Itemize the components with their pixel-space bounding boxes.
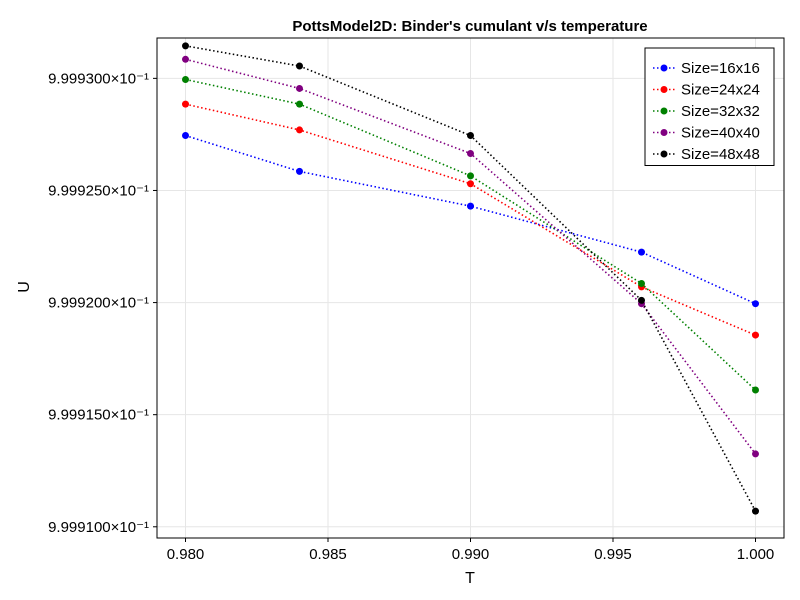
data-point — [182, 132, 189, 140]
data-point — [467, 202, 474, 210]
legend-swatch-marker — [660, 107, 668, 115]
x-tick-label: 0.980 — [167, 546, 205, 563]
legend-item: Size=16x16 — [653, 60, 760, 77]
y-tick-label: 9.999300×10⁻¹ — [48, 70, 149, 87]
series-size-24x24 — [182, 100, 759, 339]
data-point — [467, 180, 474, 188]
x-ticks: 0.980 0.985 0.990 0.995 1.000 — [167, 538, 775, 563]
legend-swatch-marker — [660, 86, 668, 93]
legend-label: Size=32x32 — [681, 103, 760, 120]
data-point — [296, 62, 303, 70]
legend-label: Size=16x16 — [681, 60, 760, 77]
data-point — [638, 248, 645, 256]
legend-swatch-marker — [660, 150, 668, 158]
y-tick-label: 9.999150×10⁻¹ — [48, 407, 149, 424]
data-point — [182, 100, 189, 108]
legend-item: Size=48x48 — [653, 146, 760, 163]
data-point — [467, 149, 474, 157]
legend-swatch-marker — [660, 129, 668, 136]
y-tick-label: 9.999250×10⁻¹ — [48, 182, 149, 199]
legend-swatch-marker — [660, 64, 668, 72]
x-tick-label: 1.000 — [737, 546, 775, 563]
x-tick-label: 0.985 — [309, 546, 347, 563]
legend-item: Size=24x24 — [653, 82, 760, 99]
x-tick-label: 0.990 — [452, 546, 490, 563]
series-size-16x16 — [182, 132, 759, 308]
legend-item: Size=32x32 — [653, 103, 760, 120]
legend-label: Size=48x48 — [681, 146, 760, 163]
legend-label: Size=40x40 — [681, 125, 760, 142]
legend-label: Size=24x24 — [681, 82, 760, 99]
data-point — [296, 84, 303, 92]
data-point — [182, 55, 189, 63]
data-point — [638, 296, 645, 304]
series-layer — [182, 42, 759, 515]
y-tick-label: 9.999100×10⁻¹ — [48, 519, 149, 536]
data-point — [638, 280, 645, 288]
data-point — [467, 172, 474, 180]
data-point — [182, 75, 189, 83]
data-point — [182, 42, 189, 50]
x-axis-label: T — [465, 570, 475, 587]
series-line — [185, 78, 757, 391]
chart-title: PottsModel2D: Binder's cumulant v/s temp… — [292, 18, 647, 35]
data-point — [752, 507, 759, 515]
data-point — [752, 450, 759, 458]
series-line — [185, 134, 756, 305]
series-size-32x32 — [182, 75, 759, 394]
legend-item: Size=40x40 — [653, 125, 760, 142]
y-axis-label: U — [16, 281, 33, 293]
legend: Size=16x16 Size=24x24 Size=32x32 Size=40x40… — [644, 47, 775, 166]
data-point — [296, 100, 303, 108]
data-point — [296, 167, 303, 175]
data-point — [752, 331, 759, 339]
data-point — [296, 126, 303, 134]
data-point — [752, 300, 759, 308]
x-tick-label: 0.995 — [594, 546, 632, 563]
series-size-48x48 — [182, 42, 759, 515]
data-point — [467, 132, 474, 140]
y-tick-label: 9.999200×10⁻¹ — [48, 295, 149, 312]
data-point — [752, 386, 759, 394]
y-ticks: 9.999100×10⁻¹ 9.999150×10⁻¹ 9.999200×10⁻¹ 9… — [48, 70, 157, 536]
